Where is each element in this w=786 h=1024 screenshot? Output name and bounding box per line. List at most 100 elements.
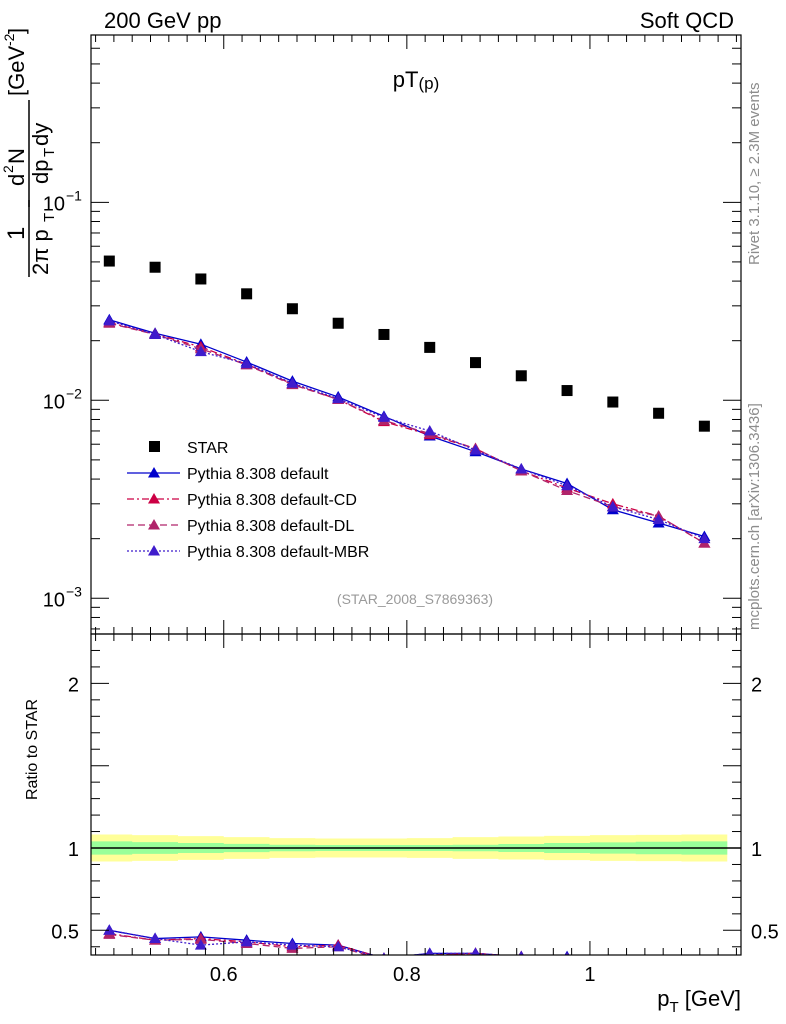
data-point-4 — [332, 392, 345, 404]
series-line-3 — [109, 322, 705, 544]
y-label-dp: dp — [28, 160, 53, 184]
ratio-line-2 — [109, 933, 508, 955]
ratio-point-3 — [565, 952, 569, 955]
y-label-N: N — [4, 148, 29, 164]
data-point-star — [149, 261, 161, 273]
data-point-star — [653, 407, 665, 419]
y-tick-label: 10 — [43, 391, 65, 413]
data-point-star — [286, 303, 298, 315]
data-point-star — [241, 288, 253, 300]
series-line-4 — [109, 320, 705, 540]
data-point-4 — [286, 377, 299, 388]
ratio-point-0 — [698, 961, 710, 972]
ratio-point-2 — [698, 962, 710, 973]
y-label-numerator-one: 1 — [3, 227, 30, 240]
data-point-4 — [561, 479, 574, 491]
ratio-y-axis-label: Ratio to STAR — [24, 699, 41, 800]
data-point-star — [424, 341, 436, 353]
y-label-dy: dy — [28, 123, 53, 146]
legend-label: Pythia 8.308 default-MBR — [187, 544, 369, 561]
x-tick-label: 1 — [584, 964, 595, 986]
y-label-d: d — [4, 174, 29, 186]
ratio-point-3 — [425, 947, 435, 955]
data-point-star — [103, 255, 115, 267]
ratio-point-3 — [332, 940, 345, 952]
data-point-4 — [698, 532, 711, 544]
data-point-star — [332, 317, 344, 329]
x-tick-label: 0.6 — [210, 964, 238, 986]
data-point-star — [561, 385, 573, 397]
data-point-star — [470, 357, 482, 369]
legend-label: Pythia 8.308 default-CD — [187, 492, 357, 509]
data-point-4 — [423, 424, 436, 436]
legend-marker-square — [149, 441, 160, 452]
ratio-point-3 — [240, 935, 253, 947]
y-label-sup-2: 2 — [0, 165, 16, 173]
legend-marker-triangle — [148, 493, 160, 504]
data-point-star — [195, 273, 207, 285]
ratio-point-3 — [149, 932, 162, 944]
ratio-y-tick-label-right: 1 — [751, 839, 762, 861]
y-tick-label-exponent: −1 — [66, 187, 82, 203]
ratio-line-3 — [109, 929, 508, 955]
data-point-4 — [149, 328, 162, 339]
legend-label: Pythia 8.308 default — [187, 466, 329, 483]
ratio-point-3 — [653, 961, 665, 972]
ratio-y-tick-label: 2 — [68, 674, 79, 696]
legend-label: Pythia 8.308 default-DL — [187, 518, 354, 535]
x-axis-label: pT [GeV] — [657, 986, 741, 1016]
ratio-point-3 — [518, 950, 524, 955]
x-axis-label-unit: [GeV] — [679, 986, 741, 1011]
ratio-point-1 — [607, 957, 619, 968]
main-series — [103, 255, 711, 548]
chart-title: pT(p) — [393, 67, 439, 93]
y-label-sub-t2: T — [41, 148, 58, 157]
ratio-point-3 — [194, 939, 207, 950]
ratio-frame — [90, 633, 742, 956]
ratio-point-2 — [653, 959, 665, 970]
data-point-4 — [103, 314, 116, 326]
y-tick-label-exponent: −2 — [66, 385, 82, 401]
data-point-4 — [652, 513, 665, 524]
legend-marker-triangle — [148, 467, 160, 478]
y-tick-label-exponent: −3 — [66, 583, 82, 599]
ratio-point-1 — [653, 959, 665, 970]
y-label-denominator-2pi: 2π p — [28, 229, 53, 275]
x-axis-label-sub: T — [669, 999, 678, 1016]
x-tick-label: 0.8 — [393, 964, 421, 986]
ratio-point-3 — [286, 939, 299, 950]
data-point-star — [607, 396, 619, 408]
ratio-y-tick-label: 1 — [68, 839, 79, 861]
ratio-point-2 — [194, 933, 207, 944]
data-point-4 — [469, 444, 482, 455]
series-line-2 — [109, 321, 705, 544]
data-point-4 — [515, 462, 528, 474]
ratio-point-3 — [382, 952, 386, 955]
y-label-unit: [GeV — [4, 46, 29, 96]
y-label-sub-t: T — [41, 213, 58, 222]
ratio-bands — [91, 834, 741, 862]
analysis-watermark: (STAR_2008_S7869363) — [337, 591, 493, 607]
data-point-star — [515, 370, 527, 382]
data-point-4 — [377, 411, 390, 422]
ratio-point-3 — [698, 961, 710, 972]
chart-title-sub: (p) — [418, 74, 439, 93]
y-label-unit-exp: -2 — [1, 33, 17, 46]
data-point-star — [698, 420, 710, 432]
x-axis-label-p: p — [657, 986, 669, 1011]
y-label-unit-close: ] — [4, 28, 29, 34]
ratio-y-tick-label: 0.5 — [51, 921, 79, 943]
ratio-point-3 — [471, 947, 480, 955]
ratio-point-3 — [607, 959, 619, 970]
legend-label: STAR — [187, 440, 228, 457]
ratio-y-tick-label-right: 0.5 — [751, 921, 779, 943]
chart-title-main: pT — [393, 67, 419, 92]
header-left: 200 GeV pp — [104, 8, 222, 33]
data-point-star — [378, 328, 390, 340]
ratio-point-3 — [103, 924, 116, 935]
ratio-point-0 — [653, 961, 665, 972]
legend-marker-triangle — [148, 519, 160, 530]
data-point-4 — [240, 357, 253, 369]
header-right: Soft QCD — [639, 8, 734, 33]
